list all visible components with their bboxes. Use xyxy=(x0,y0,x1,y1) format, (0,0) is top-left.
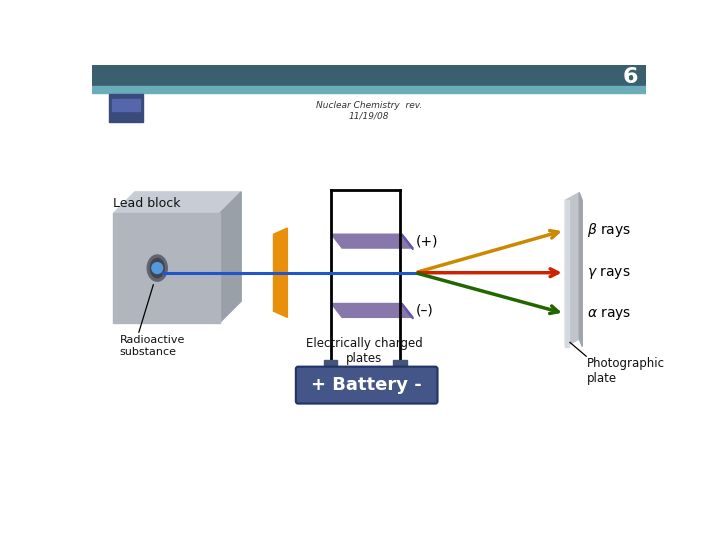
Text: $\alpha$ rays: $\alpha$ rays xyxy=(587,306,631,321)
Polygon shape xyxy=(579,193,582,347)
Bar xyxy=(92,86,647,92)
Polygon shape xyxy=(565,200,570,347)
Polygon shape xyxy=(331,234,413,248)
Text: + Battery -: + Battery - xyxy=(311,376,422,394)
Polygon shape xyxy=(220,192,241,323)
Polygon shape xyxy=(402,234,413,249)
Text: Nuclear Chemistry  rev.
11/19/08: Nuclear Chemistry rev. 11/19/08 xyxy=(316,101,422,120)
Text: $\beta$ rays: $\beta$ rays xyxy=(587,221,631,239)
Text: Electrically charged
plates: Electrically charged plates xyxy=(306,336,423,365)
Ellipse shape xyxy=(148,255,167,281)
Bar xyxy=(92,65,647,86)
Text: (+): (+) xyxy=(416,234,438,248)
Bar xyxy=(113,213,220,323)
FancyBboxPatch shape xyxy=(296,367,438,403)
Polygon shape xyxy=(331,303,413,318)
Ellipse shape xyxy=(150,259,164,278)
Text: (–): (–) xyxy=(416,303,433,318)
Text: $\gamma$ rays: $\gamma$ rays xyxy=(587,265,631,281)
Circle shape xyxy=(152,262,163,273)
Text: Photographic
plate: Photographic plate xyxy=(587,357,665,386)
Polygon shape xyxy=(113,192,241,213)
Polygon shape xyxy=(565,193,579,347)
Polygon shape xyxy=(402,303,413,319)
Bar xyxy=(323,360,338,369)
Text: Lead block: Lead block xyxy=(113,197,181,211)
Bar xyxy=(393,360,407,369)
Polygon shape xyxy=(274,228,287,318)
Text: 6: 6 xyxy=(623,67,639,87)
Bar xyxy=(112,99,140,111)
Text: Radioactive
substance: Radioactive substance xyxy=(120,335,185,356)
Bar xyxy=(109,94,143,122)
